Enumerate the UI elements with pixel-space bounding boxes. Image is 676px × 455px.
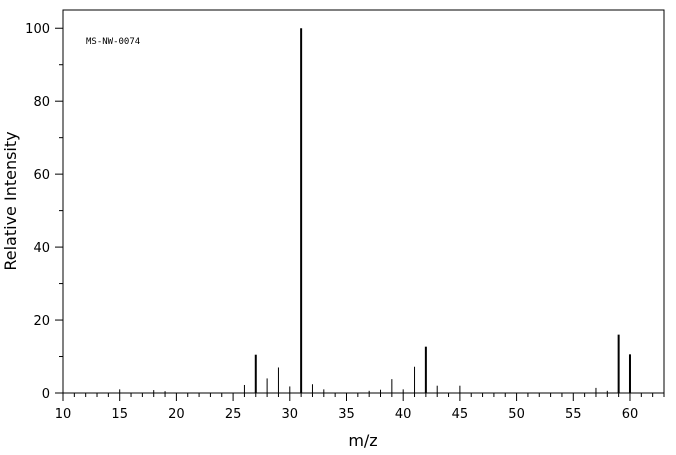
spectrum-id-label: MS-NW-0074 <box>86 37 140 47</box>
x-tick-label: 35 <box>338 407 355 422</box>
x-axis-title: m/z <box>348 431 377 450</box>
spectrum-peaks <box>119 28 631 393</box>
x-tick-label: 30 <box>282 407 299 422</box>
y-axis-title: Relative Intensity <box>1 131 20 270</box>
y-tick-label: 40 <box>33 241 50 256</box>
x-tick-label: 10 <box>55 407 72 422</box>
x-tick-label: 45 <box>452 407 469 422</box>
y-tick-label: 100 <box>25 22 50 37</box>
y-tick-label: 0 <box>42 387 50 402</box>
y-tick-label: 60 <box>33 168 50 183</box>
x-tick-label: 60 <box>622 407 639 422</box>
x-tick-label: 40 <box>395 407 412 422</box>
y-tick-label: 20 <box>33 314 50 329</box>
x-tick-label: 55 <box>565 407 582 422</box>
x-tick-label: 15 <box>111 407 128 422</box>
y-tick-label: 80 <box>33 95 50 110</box>
minor-ticks <box>59 64 665 397</box>
x-tick-label: 20 <box>168 407 185 422</box>
x-tick-label: 25 <box>225 407 242 422</box>
plot-frame <box>62 9 665 394</box>
y-axis-ticks: 0 20 40 60 80 100 <box>25 22 63 402</box>
x-tick-label: 50 <box>508 407 525 422</box>
x-axis-ticks: 10 15 20 25 30 35 40 45 50 55 60 <box>55 393 639 422</box>
